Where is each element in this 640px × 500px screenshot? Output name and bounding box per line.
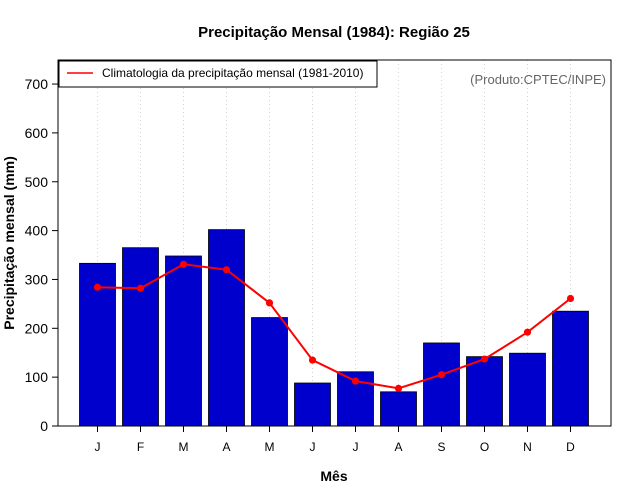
y-tick-label: 0	[40, 418, 48, 434]
bar-12	[552, 310, 589, 427]
x-tick-label: M	[265, 440, 275, 454]
x-tick-label: J	[95, 440, 101, 454]
x-tick-label: A	[394, 440, 402, 454]
product-credit: (Produto:CPTEC/INPE)	[470, 72, 606, 87]
climatology-point-11	[523, 328, 532, 336]
bar-8	[380, 391, 417, 427]
chart-title: Precipitação Mensal (1984): Região 25	[198, 24, 470, 41]
bar-2	[122, 247, 159, 427]
legend-box	[58, 60, 378, 88]
x-axis-title: Mês	[320, 468, 347, 484]
bar-6	[294, 382, 331, 427]
bar-series	[79, 229, 589, 427]
climatology-point-1	[93, 283, 102, 291]
bar-10	[466, 356, 503, 427]
climatology-point-4	[222, 266, 231, 274]
climatology-point-5	[265, 299, 274, 307]
x-tick-label: J	[353, 440, 359, 454]
climatology-point-2	[136, 284, 145, 292]
bar-5	[251, 317, 288, 427]
climatology-point-9	[437, 371, 446, 379]
x-tick-label: M	[179, 440, 189, 454]
bar-4	[208, 229, 245, 427]
x-tick-label: F	[137, 440, 144, 454]
climatology-point-8	[394, 384, 403, 392]
y-tick-label: 300	[25, 271, 49, 287]
climatology-point-10	[480, 355, 489, 363]
plot-frame	[57, 59, 612, 427]
x-tick-label: A	[222, 440, 230, 454]
y-axis: 0 100 200 300 400 500 600 700	[25, 76, 58, 434]
y-tick-label: 100	[25, 369, 49, 385]
x-tick-label: J	[310, 440, 316, 454]
climatology-line-series	[93, 260, 575, 392]
y-tick-label: 700	[25, 76, 49, 92]
legend: Climatologia da precipitação mensal (198…	[58, 60, 378, 88]
climatology-point-6	[308, 356, 317, 364]
y-axis-title: Precipitação mensal (mm)	[1, 156, 17, 330]
climatology-line	[97, 263, 572, 390]
y-tick-label: 600	[25, 125, 49, 141]
legend-entry-climatology: Climatologia da precipitação mensal (198…	[102, 66, 363, 80]
x-tick-label: D	[566, 440, 575, 454]
bar-9	[423, 342, 460, 427]
climatology-point-12	[566, 294, 575, 303]
climatology-point-7	[351, 377, 360, 385]
x-tick-label: O	[480, 440, 489, 454]
y-tick-label: 500	[25, 174, 49, 190]
x-tick-label: N	[523, 440, 532, 454]
y-tick-label: 400	[25, 223, 49, 239]
bar-3	[165, 255, 202, 427]
x-tick-label: S	[437, 440, 445, 454]
climatology-point-3	[179, 260, 188, 268]
y-tick-label: 200	[25, 320, 49, 336]
bar-11	[509, 352, 546, 427]
